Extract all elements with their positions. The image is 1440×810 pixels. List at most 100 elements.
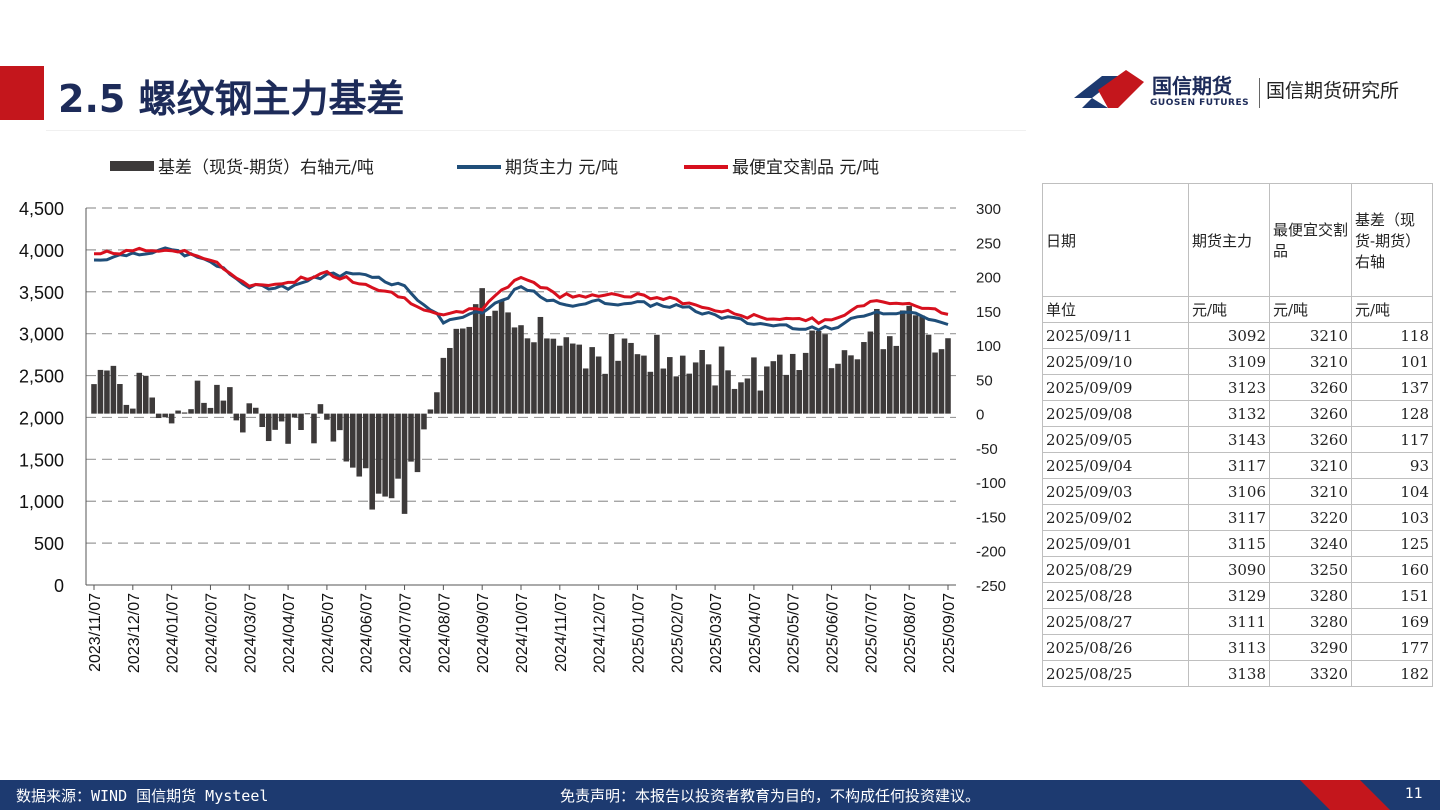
basis-bar (142, 375, 149, 414)
basis-bar (660, 368, 667, 414)
table-cell-futures: 3117 (1188, 504, 1270, 531)
basis-bar (550, 338, 557, 414)
x-tick-label: 2025/06/07 (825, 593, 842, 673)
basis-bar (777, 354, 783, 414)
basis-bar (809, 330, 815, 414)
basis-bar (97, 369, 104, 414)
table-cell-futures: 3132 (1188, 400, 1270, 427)
x-tick-label: 2024/04/07 (281, 593, 298, 673)
table-cell-futures: 3106 (1188, 478, 1270, 505)
basis-bar (252, 407, 259, 414)
table-row: 2025/09/05 3143 3260 117 (1042, 426, 1433, 453)
basis-bar (764, 366, 770, 414)
basis-bar (175, 410, 181, 414)
table-cell-deliverable: 3220 (1269, 504, 1352, 531)
basis-bar (375, 413, 382, 494)
x-tick-label: 2024/01/07 (165, 593, 182, 673)
left-tick-label: 0 (54, 576, 64, 596)
basis-bar (362, 413, 369, 469)
basis-bar (259, 413, 265, 428)
table-unit-row: 单位 元/吨 元/吨 元/吨 (1042, 296, 1433, 323)
legend-label: 期货主力 元/吨 (505, 158, 618, 178)
table-cell-basis: 101 (1351, 348, 1433, 375)
basis-bar (505, 312, 511, 414)
x-tick-label: 2025/03/07 (708, 593, 725, 673)
basis-bar (589, 347, 595, 414)
basis-bar (291, 413, 298, 418)
footer-source: 数据来源：WIND 国信期货 Mysteel (16, 787, 269, 805)
basis-bar (692, 362, 699, 414)
x-tick-label: 2024/05/07 (320, 593, 337, 673)
table-cell-basis: 125 (1351, 530, 1433, 557)
table-cell-deliverable: 3210 (1269, 478, 1352, 505)
basis-bar (718, 346, 725, 414)
chart-axes: 4,500 4,000 3,500 3,000 2,500 2,000 1,500 1,000… (19, 199, 1006, 673)
company-logo: 国信期货 GUOSEN FUTURES 国信期货研究所 (1070, 66, 1430, 118)
left-tick-label: 1,500 (19, 450, 64, 470)
basis-bar (945, 338, 951, 414)
basis-bar (925, 334, 932, 414)
table-row: 2025/09/02 3117 3220 103 (1042, 504, 1433, 531)
basis-bar (835, 363, 841, 414)
left-tick-label: 500 (34, 534, 64, 554)
basis-bar (447, 347, 453, 414)
basis-bar (155, 413, 162, 419)
basis-bar (343, 413, 350, 462)
right-tick-label: -50 (976, 441, 998, 458)
basis-bar (544, 338, 550, 414)
basis-bar (893, 345, 900, 414)
left-tick-label: 4,000 (19, 241, 64, 261)
table-row: 2025/09/03 3106 3210 104 (1042, 478, 1433, 505)
table-cell-date: 2025/09/01 (1042, 530, 1189, 557)
basis-bar (880, 349, 887, 414)
basis-bar (751, 357, 757, 414)
basis-bar (938, 349, 945, 414)
header-basis: 基差（现货-期货）右轴 (1351, 183, 1433, 297)
basis-bar (712, 385, 718, 414)
basis-bar (233, 413, 240, 421)
basis-bar (511, 327, 518, 414)
basis-bar (673, 376, 680, 414)
logo-emblem-icon (1074, 70, 1144, 108)
table-cell-futures: 3115 (1188, 530, 1270, 557)
basis-bar (667, 357, 673, 414)
basis-bar (679, 355, 686, 414)
table-cell-futures: 3143 (1188, 426, 1270, 453)
table-cell-basis: 137 (1351, 374, 1433, 401)
x-tick-label: 2025/08/07 (902, 593, 919, 673)
x-tick-label: 2024/02/07 (203, 593, 220, 673)
basis-bar (899, 310, 906, 414)
table-cell-basis: 117 (1351, 426, 1433, 453)
table-cell-deliverable: 3290 (1269, 634, 1352, 661)
basis-bar (932, 352, 938, 414)
price-lines (93, 246, 949, 332)
table-cell-futures: 3109 (1188, 348, 1270, 375)
x-tick-label: 2025/02/07 (669, 593, 686, 673)
basis-bars (91, 288, 951, 514)
basis-bar (427, 409, 434, 414)
table-cell-date: 2025/09/05 (1042, 426, 1189, 453)
left-tick-label: 2,500 (19, 367, 64, 387)
left-tick-label: 4,500 (19, 199, 64, 219)
basis-bar (285, 413, 291, 444)
basis-bar (686, 373, 692, 414)
basis-bar (725, 370, 731, 414)
basis-bar (162, 413, 168, 418)
table-row: 2025/08/26 3113 3290 177 (1042, 634, 1433, 661)
logo-separator (1259, 78, 1260, 108)
table-cell-basis: 151 (1351, 582, 1433, 609)
legend-label: 基差（现货-期货）右轴元/吨 (158, 158, 374, 178)
basis-bar (453, 328, 460, 414)
x-tick-label: 2023/12/07 (126, 593, 143, 673)
basis-bar (265, 413, 272, 442)
table-row: 2025/09/01 3115 3240 125 (1042, 530, 1433, 557)
table-cell-futures: 3117 (1188, 452, 1270, 479)
basis-bar (796, 370, 802, 414)
right-tick-label: 100 (976, 338, 1001, 355)
unit-basis: 元/吨 (1351, 296, 1433, 323)
basis-bar (705, 364, 712, 414)
table-cell-deliverable: 3260 (1269, 374, 1352, 401)
table-cell-basis: 128 (1351, 400, 1433, 427)
basis-bar (789, 353, 796, 414)
basis-bar (744, 378, 751, 414)
